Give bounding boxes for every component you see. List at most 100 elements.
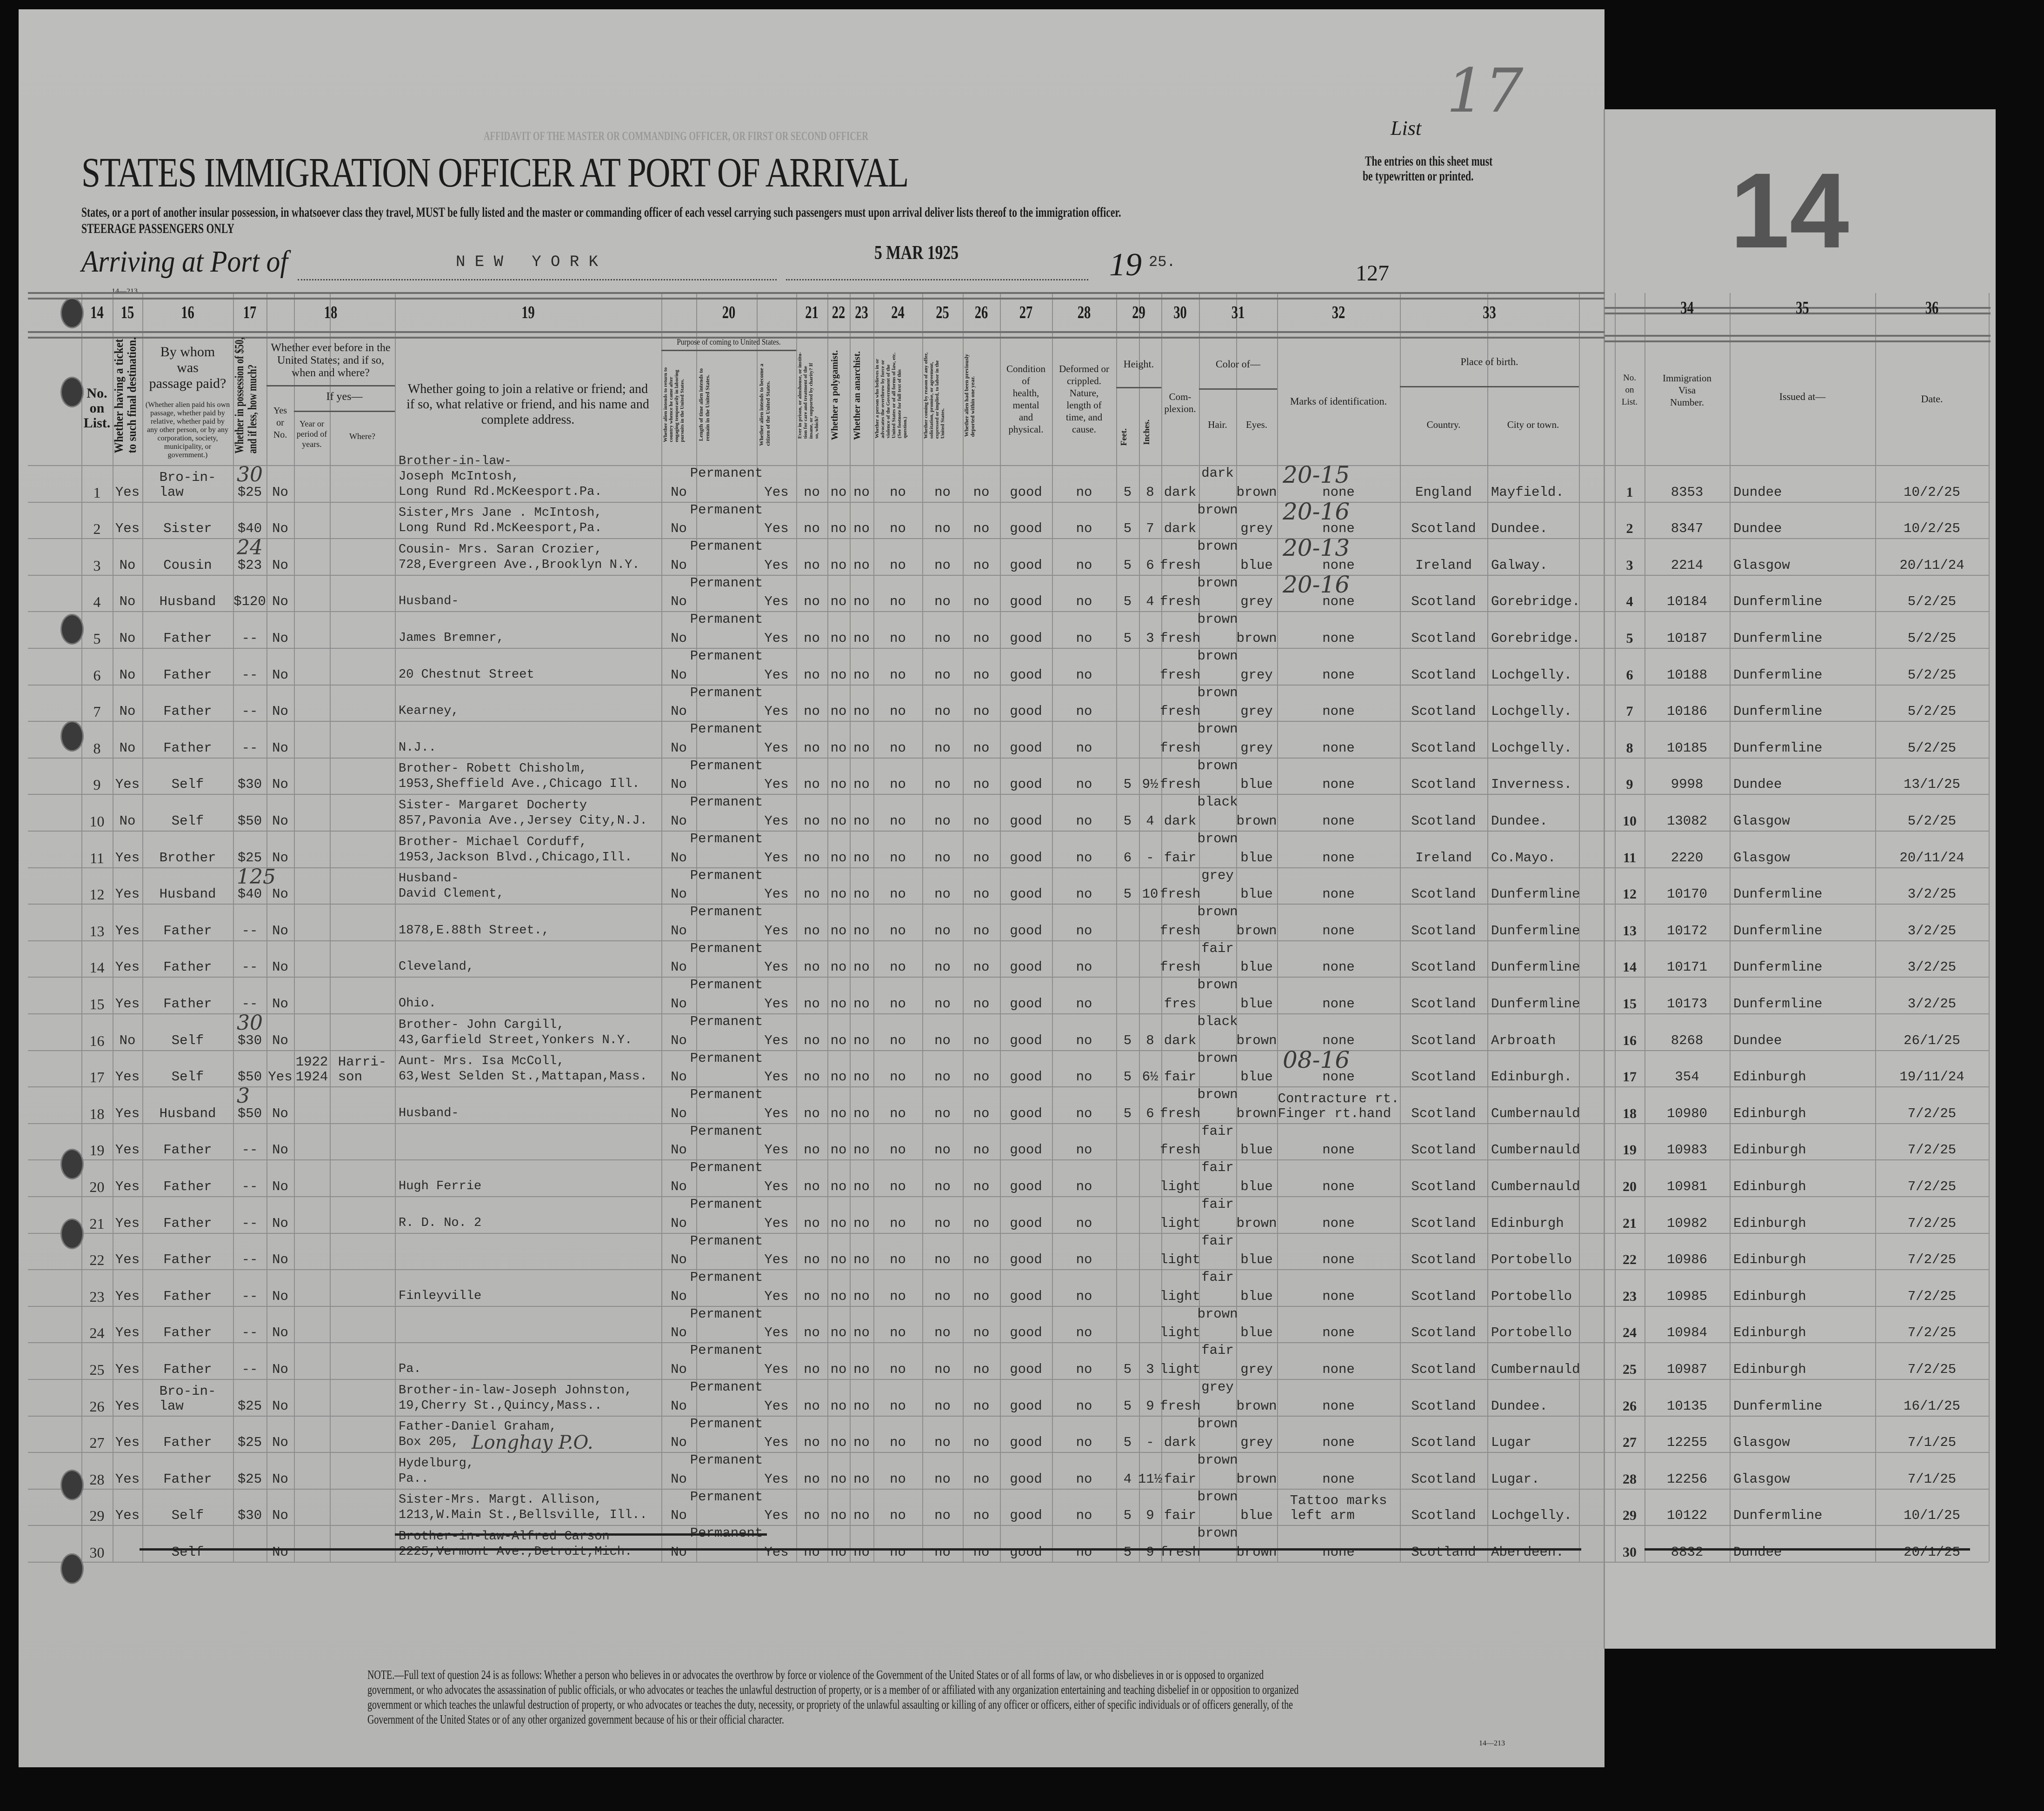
cell-q22: no xyxy=(830,886,847,902)
cell-marks: none xyxy=(1322,1069,1355,1085)
cell-ret: No xyxy=(671,1105,687,1121)
faint-heading: AFFIDAVIT OF THE MASTER OR COMMANDING OF… xyxy=(484,129,868,143)
cell-inches: 4 xyxy=(1146,813,1154,829)
cell-paid: Self xyxy=(171,1069,204,1085)
cell-q25: no xyxy=(934,777,951,792)
cell-no: 19 xyxy=(89,1142,105,1159)
cell-feet xyxy=(1116,940,1139,977)
cell-hair: brown xyxy=(1197,539,1238,554)
cell-paid: Self xyxy=(171,813,204,829)
cell-rel: Cleveland, xyxy=(399,960,474,974)
cell-money: -- xyxy=(241,1142,258,1158)
cell-cit: Yes xyxy=(764,1069,789,1085)
cell-rel: R. D. No. 2 xyxy=(399,1216,482,1230)
cell-country: Scotland xyxy=(1411,1398,1476,1414)
cell-issued: Glasgow xyxy=(1733,557,1790,573)
cell-issued: Dunfermline xyxy=(1733,594,1823,610)
cell-date: 10/1/25 xyxy=(1904,1508,1960,1524)
cell-country: Scotland xyxy=(1411,1544,1476,1560)
cell-ticket: Yes xyxy=(115,521,140,537)
cell-marks: none xyxy=(1322,1142,1355,1158)
cell-q22: no xyxy=(830,1252,847,1268)
cell-city: Edinburgh. xyxy=(1491,1069,1572,1085)
cell-health: good xyxy=(1010,1178,1042,1194)
cell-rel: Cousin- Mrs. Saran Crozier, 728,Evergree… xyxy=(399,542,640,572)
cell-date: 7/1/25 xyxy=(1907,1471,1957,1487)
cell-visa-no: 13 xyxy=(1623,923,1637,939)
cell-country: Scotland xyxy=(1411,704,1476,719)
cell-deformed: no xyxy=(1076,1215,1092,1231)
cell-eyes: brown xyxy=(1236,1544,1277,1560)
cell-city: Arbroath xyxy=(1491,1032,1556,1048)
cell-feet: 5 xyxy=(1123,1361,1132,1377)
cell-q22: no xyxy=(830,740,847,756)
cell-bwh xyxy=(330,1452,395,1489)
column-rule xyxy=(1116,293,1117,1562)
cell-eyes: grey xyxy=(1240,1435,1273,1451)
cell-money: -- xyxy=(241,1361,258,1377)
cell-q26: no xyxy=(973,1544,990,1560)
cell-ticket: No xyxy=(119,740,136,756)
cell-q26: no xyxy=(973,777,990,792)
cell-visa-no: 14 xyxy=(1623,959,1637,975)
cell-q21: no xyxy=(804,594,820,610)
cell-q23: no xyxy=(853,1178,870,1194)
cell-date: 13/1/25 xyxy=(1904,777,1960,792)
cell-issued: Dundee xyxy=(1733,1544,1782,1560)
cell-hair: brown xyxy=(1197,758,1238,773)
cell-len: Permanent xyxy=(690,502,763,518)
cell-deformed: no xyxy=(1076,667,1092,683)
cell-rel: Brother- Robett Chisholm, 1953,Sheffield… xyxy=(399,762,640,792)
cell-q22: no xyxy=(830,484,847,500)
row-rule xyxy=(28,1562,1989,1563)
cell-country: Scotland xyxy=(1411,630,1476,646)
cell-hair: black xyxy=(1197,794,1238,810)
cell-q24: no xyxy=(890,484,906,500)
cell-visa: 10172 xyxy=(1666,923,1707,939)
cell-q21: no xyxy=(804,484,820,500)
cell-q24: no xyxy=(890,1398,906,1414)
column-number: 14 xyxy=(90,303,104,322)
cell-city: Cumbernauld xyxy=(1491,1142,1580,1158)
column-rule xyxy=(1615,293,1616,1562)
cell-q26: no xyxy=(973,521,990,537)
column-header: Whether ever before in the United States… xyxy=(271,342,391,379)
cell-country: Scotland xyxy=(1411,1361,1476,1377)
cell-q21: no xyxy=(804,1032,820,1048)
column-number: 23 xyxy=(855,303,868,322)
column-rule xyxy=(827,293,828,1562)
row-rule xyxy=(28,1232,1989,1234)
cell-date: 10/2/25 xyxy=(1904,484,1960,500)
column-header: No. on List. xyxy=(1621,373,1638,407)
cell-deformed: no xyxy=(1076,594,1092,610)
cell-paid: Father xyxy=(163,959,212,975)
column-rule xyxy=(1875,293,1876,1562)
cell-date: 20/1/25 xyxy=(1904,1544,1960,1560)
cell-inches: 8 xyxy=(1146,1032,1154,1048)
cell-paid: Father xyxy=(163,1325,212,1341)
column-header: Whether coming by reason of any offer, s… xyxy=(923,352,945,439)
cell-ticket: Yes xyxy=(115,1069,140,1085)
cell-byn: No xyxy=(272,1361,288,1377)
cell-q23: no xyxy=(853,521,870,537)
cell-hair: brown xyxy=(1197,575,1238,591)
cell-issued: Dunfermline xyxy=(1733,704,1823,719)
cell-inches xyxy=(1139,1233,1161,1270)
cell-deformed: no xyxy=(1076,1142,1092,1158)
cell-q22: no xyxy=(830,1069,847,1085)
cell-marks: Contracture rt. Finger rt.hand xyxy=(1278,1091,1399,1121)
cell-issued: Dundee xyxy=(1733,777,1782,792)
cell-complexion: fresh xyxy=(1160,1398,1201,1414)
cell-rel: Brother- John Cargill, 43,Garfield Stree… xyxy=(399,1018,633,1047)
cell-q21: no xyxy=(804,1288,820,1304)
cell-bwh xyxy=(330,758,395,794)
cell-byn: Yes xyxy=(268,1069,293,1085)
cell-eyes: grey xyxy=(1240,594,1273,610)
cell-q22: no xyxy=(830,959,847,975)
cell-city: Cumbernauld xyxy=(1491,1178,1580,1194)
cell-ticket: Yes xyxy=(115,1178,140,1194)
column-header: Whether alien had been previously deport… xyxy=(963,354,976,437)
cell-ret: No xyxy=(671,1032,687,1048)
cell-city: Dunfermline xyxy=(1491,886,1580,902)
cell-q23: no xyxy=(853,1215,870,1231)
